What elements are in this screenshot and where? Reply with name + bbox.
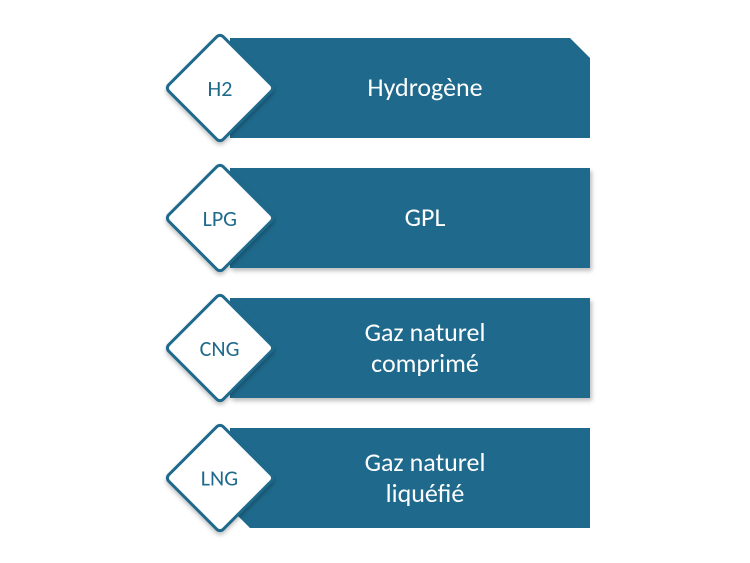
fuel-bar: Gaz naturel comprimé: [230, 298, 590, 398]
fuel-label: Gaz naturel comprimé: [365, 317, 486, 379]
fuel-row: Hydrogène H2: [190, 38, 610, 138]
fuel-label: Hydrogène: [367, 72, 482, 103]
fuel-label: Gaz naturel liquéfié: [365, 447, 486, 509]
fuel-row: GPL LPG: [190, 168, 610, 268]
fuel-code: CNG: [200, 335, 240, 362]
fuel-code: LNG: [201, 465, 238, 492]
fuel-code: LPG: [203, 205, 238, 232]
fuel-row: Gaz naturel liquéfié LNG: [190, 428, 610, 528]
fuel-bar: GPL: [230, 168, 590, 268]
fuel-code: H2: [208, 74, 233, 101]
fuel-types-diagram: Hydrogène H2 GPL LPG Gaz naturel comprim…: [190, 38, 610, 558]
fuel-label: GPL: [405, 202, 446, 233]
fuel-row: Gaz naturel comprimé CNG: [190, 298, 610, 398]
fuel-bar: Hydrogène: [230, 38, 590, 138]
fuel-bar: Gaz naturel liquéfié: [230, 428, 590, 528]
